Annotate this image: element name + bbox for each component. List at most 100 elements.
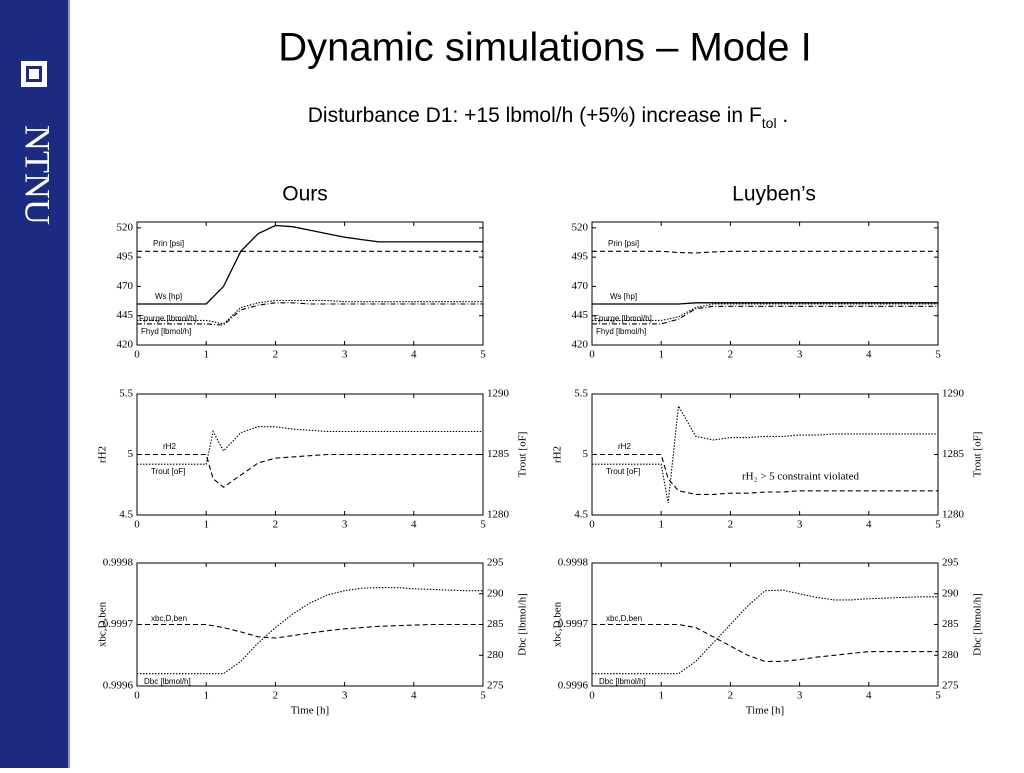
x-tick-label: 1 [658, 690, 664, 702]
y-axis-label: xbc,D,ben [552, 601, 564, 647]
series-line [592, 305, 938, 325]
series-line [592, 453, 938, 495]
x-axis-label: Time [h] [746, 705, 784, 717]
y-tick-label: 4.5 [119, 509, 133, 521]
x-tick-label: 5 [480, 349, 486, 361]
y-axis-label: xbc,D,ben [97, 601, 109, 647]
series-label: xbc,D,ben [151, 614, 187, 623]
x-tick-label: 2 [728, 519, 734, 531]
y-axis-label: rH2 [552, 446, 564, 463]
series-line [592, 589, 938, 675]
y-tick-label: 445 [572, 309, 589, 321]
x-tick-label: 3 [342, 519, 348, 531]
y2-tick-label: 285 [487, 618, 504, 630]
series-label: Fpurge [lbmol/h] [594, 314, 652, 323]
x-tick-label: 0 [134, 349, 140, 361]
subtitle-subscript: tol [762, 115, 777, 131]
x-tick-label: 0 [134, 690, 140, 702]
x-tick-label: 5 [935, 519, 941, 531]
x-axis-label: Time [h] [291, 705, 329, 717]
y-tick-label: 520 [117, 221, 134, 233]
y-tick-label: 0.9998 [103, 557, 134, 569]
y-tick-label: 495 [572, 251, 589, 263]
series-label: Dbc [lbmol/h] [599, 677, 646, 686]
y2-axis-label: Trout [oF] [517, 432, 529, 478]
series-label: Trout [oF] [151, 467, 185, 476]
y-tick-label: 4.5 [574, 509, 588, 521]
x-tick-label: 3 [342, 349, 348, 361]
y2-tick-label: 280 [942, 649, 959, 661]
y2-tick-label: 285 [942, 618, 959, 630]
x-tick-label: 0 [134, 519, 140, 531]
series-line [137, 623, 483, 639]
series-line [592, 623, 938, 662]
x-tick-label: 0 [589, 349, 595, 361]
x-tick-label: 0 [589, 690, 595, 702]
y-tick-label: 420 [572, 339, 589, 351]
x-tick-label: 1 [203, 690, 209, 702]
series-label: Ws [hp] [610, 292, 637, 301]
y-tick-label: 0.9997 [558, 618, 589, 630]
x-tick-label: 3 [797, 690, 803, 702]
x-tick-label: 4 [866, 519, 872, 531]
y-tick-label: 5 [128, 448, 134, 460]
slide-title: Dynamic simulations – Mode I [278, 26, 812, 70]
y2-tick-label: 1290 [942, 388, 965, 400]
y2-axis-label: Dbc [lbmol/h] [972, 593, 984, 656]
x-tick-label: 4 [411, 519, 417, 531]
series-line [592, 302, 938, 305]
column-label: Luyben’s [732, 183, 816, 206]
y2-axis-label: Dbc [lbmol/h] [517, 593, 529, 656]
series-label: rH2 [618, 442, 631, 451]
slide-subtitle: Disturbance D1: +15 lbmol/h (+5%) increa… [308, 104, 789, 131]
y-tick-label: 470 [572, 280, 589, 292]
y-tick-label: 0.9998 [558, 557, 589, 569]
logo-text: NTNU [18, 125, 58, 225]
y2-tick-label: 1285 [942, 448, 965, 460]
y-tick-label: 0.9996 [103, 680, 134, 692]
series-line [592, 303, 938, 321]
series-label: Fpurge [lbmol/h] [139, 314, 197, 323]
y2-tick-label: 280 [487, 649, 504, 661]
series-label: Fhyd [lbmol/h] [141, 327, 191, 336]
y2-tick-label: 1280 [942, 509, 965, 521]
x-tick-label: 3 [342, 690, 348, 702]
y-tick-label: 0.9997 [103, 618, 134, 630]
y-tick-label: 5.5 [119, 388, 133, 400]
y2-tick-label: 295 [487, 557, 504, 569]
column-label: Ours [282, 183, 328, 206]
y2-tick-label: 295 [942, 557, 959, 569]
series-label: rH2 [163, 442, 176, 451]
x-tick-label: 2 [728, 349, 734, 361]
series-label: Prin [psi] [153, 239, 184, 248]
side-bar [0, 0, 68, 768]
x-tick-label: 2 [273, 519, 279, 531]
x-tick-label: 4 [411, 690, 417, 702]
y-axis-label: rH2 [97, 446, 109, 463]
series-label: Trout [oF] [606, 467, 640, 476]
series-line [137, 426, 483, 465]
subtitle-end: . [777, 104, 789, 127]
y2-tick-label: 1280 [487, 509, 510, 521]
x-tick-label: 0 [589, 519, 595, 531]
y-tick-label: 0.9996 [558, 680, 589, 692]
x-tick-label: 1 [203, 519, 209, 531]
series-label: Dbc [lbmol/h] [144, 677, 191, 686]
x-tick-label: 4 [866, 690, 872, 702]
x-tick-label: 2 [273, 690, 279, 702]
y2-axis-label: Trout [oF] [972, 432, 984, 478]
series-line [137, 302, 483, 326]
y2-tick-label: 275 [487, 680, 504, 692]
series-label: Prin [psi] [608, 239, 639, 248]
y2-tick-label: 290 [942, 587, 959, 599]
x-tick-label: 2 [273, 349, 279, 361]
plot-frame [591, 221, 939, 346]
x-tick-label: 4 [866, 349, 872, 361]
x-tick-label: 1 [658, 349, 664, 361]
y-tick-label: 5.5 [574, 388, 588, 400]
y-tick-label: 520 [572, 221, 589, 233]
x-tick-label: 3 [797, 519, 803, 531]
y2-tick-label: 1290 [487, 388, 510, 400]
series-line [137, 453, 483, 488]
